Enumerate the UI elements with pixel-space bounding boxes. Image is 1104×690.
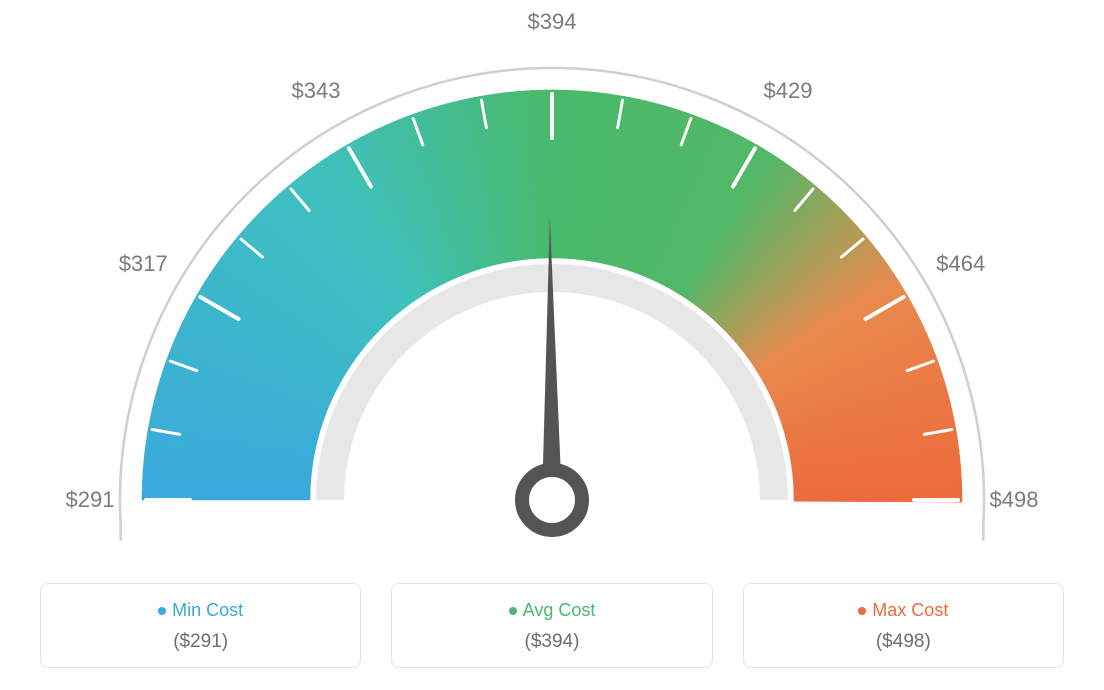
legend-title-avg: Avg Cost — [402, 600, 701, 621]
legend-value-avg: ($394) — [402, 631, 701, 653]
gauge-tick-label: $464 — [936, 251, 985, 277]
legend-value-min: ($291) — [51, 631, 350, 653]
dot-icon — [858, 607, 866, 615]
gauge-tick-label: $429 — [764, 78, 813, 104]
legend-row: Min Cost ($291) Avg Cost ($394) Max Cost… — [40, 583, 1064, 668]
cost-gauge-chart: $291 $317 $343 $394 $429 $464 $498 Min Cost ($… — [0, 0, 1104, 690]
legend-value-max: ($498) — [754, 631, 1053, 653]
legend-card-min: Min Cost ($291) — [40, 583, 361, 668]
legend-card-avg: Avg Cost ($394) — [391, 583, 712, 668]
legend-title-min: Min Cost — [51, 600, 350, 621]
gauge-tick-label: $291 — [66, 487, 115, 513]
gauge-area: $291 $317 $343 $394 $429 $464 $498 — [0, 0, 1104, 560]
gauge-svg — [0, 0, 1104, 560]
dot-icon — [509, 607, 517, 615]
gauge-tick-label: $343 — [292, 78, 341, 104]
legend-card-max: Max Cost ($498) — [743, 583, 1064, 668]
dot-icon — [158, 607, 166, 615]
legend-title-max: Max Cost — [754, 600, 1053, 621]
gauge-hub — [522, 470, 582, 530]
gauge-needle — [542, 218, 562, 500]
legend-label-max: Max Cost — [872, 600, 948, 620]
gauge-tick-label: $498 — [990, 487, 1039, 513]
gauge-tick-label: $394 — [528, 9, 577, 35]
legend-label-min: Min Cost — [172, 600, 243, 620]
gauge-tick-label: $317 — [119, 251, 168, 277]
legend-label-avg: Avg Cost — [523, 600, 596, 620]
